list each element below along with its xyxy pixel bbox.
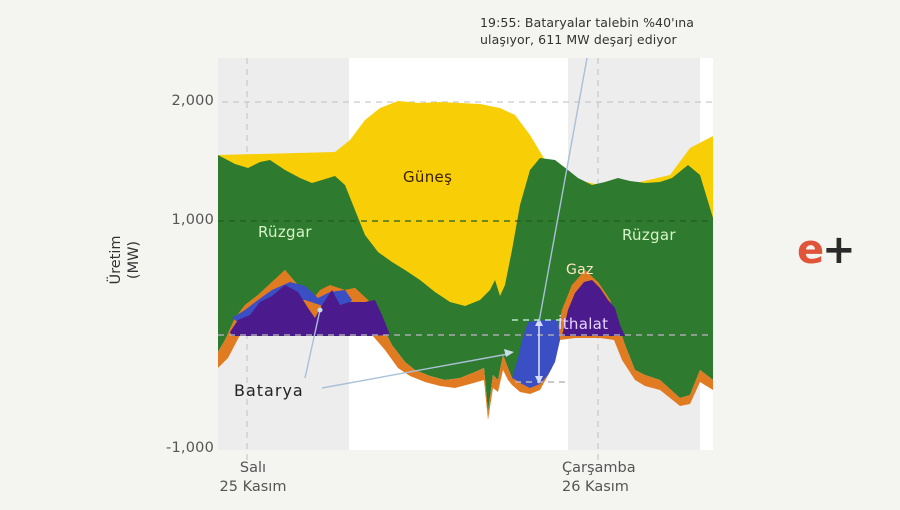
logo-plus-icon: + xyxy=(822,227,855,273)
label-gas: Gaz xyxy=(566,262,594,278)
batarya-leader-dot xyxy=(317,307,323,313)
label-wind-left: Rüzgar xyxy=(258,223,312,241)
area-battery-evening xyxy=(512,320,560,388)
batarya-leader-arrow xyxy=(504,349,514,357)
ytick-2000: 2,000 xyxy=(171,93,214,109)
label-solar: Güneş xyxy=(403,168,453,186)
label-battery: Batarya xyxy=(234,381,304,400)
label-wind-right: Rüzgar xyxy=(622,226,676,244)
brand-logo: e+ xyxy=(797,227,856,273)
area-import-left xyxy=(230,285,390,336)
batarya-leader-right xyxy=(321,353,509,389)
batarya-leader-left xyxy=(304,309,321,379)
xtick-wednesday: Çarşamba 26 Kasım xyxy=(562,460,636,495)
xtick-tuesday: Salı 25 Kasım xyxy=(219,460,287,495)
area-import-wednesday xyxy=(562,280,625,336)
ytick-neg1000: -1,000 xyxy=(166,440,214,456)
area-wind xyxy=(218,155,713,412)
annotation-leader-line xyxy=(538,57,588,323)
battery-bracket-arrow-down xyxy=(535,376,543,384)
ytick-1000: 1,000 xyxy=(171,212,214,228)
logo-e: e xyxy=(797,227,824,273)
label-import: İthalat xyxy=(558,315,609,333)
annotation-battery-peak: 19:55: Bataryalar talebin %40'ına ulaşıy… xyxy=(480,15,695,47)
y-axis-label: Üretim (MW) xyxy=(108,235,142,285)
